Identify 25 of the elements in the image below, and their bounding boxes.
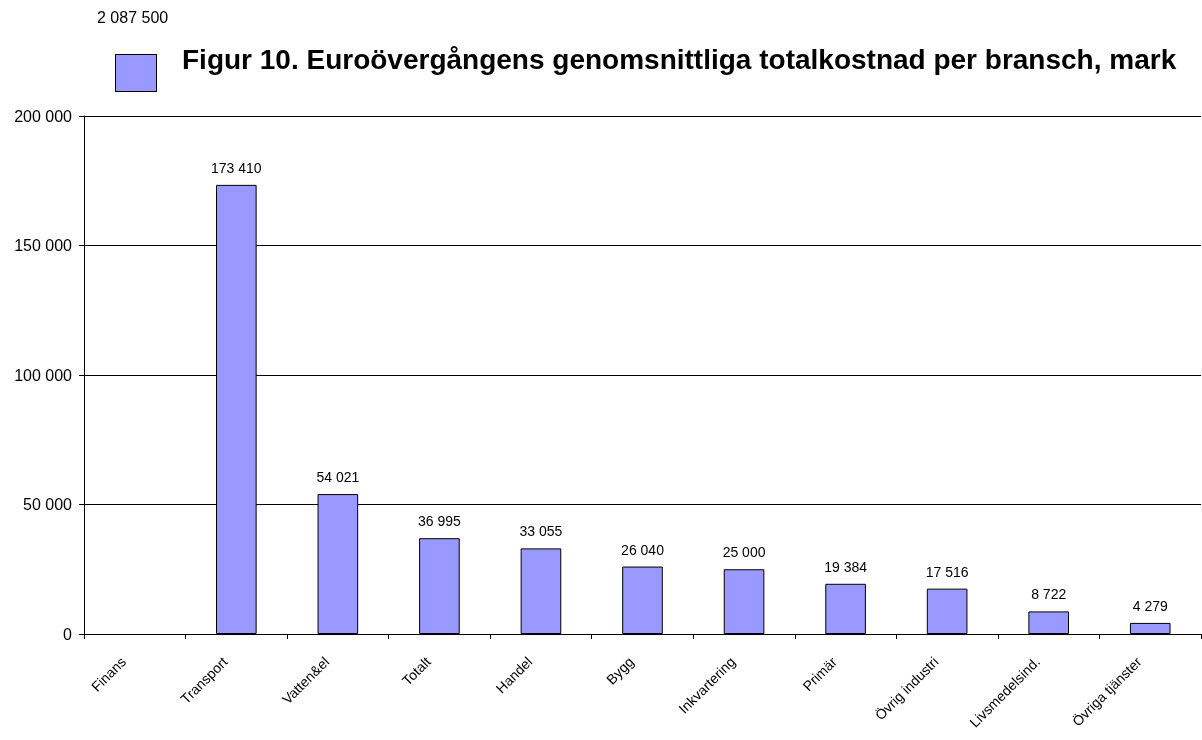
data-label: 54 021 xyxy=(316,469,360,486)
data-label: 8 722 xyxy=(1031,586,1067,603)
data-label: 4 279 xyxy=(1132,597,1168,614)
data-label: 33 055 xyxy=(519,523,563,540)
data-label: 19 384 xyxy=(824,558,868,575)
data-label: 17 516 xyxy=(925,563,969,580)
bar xyxy=(622,566,663,634)
bar xyxy=(520,548,562,634)
bar xyxy=(926,588,968,634)
y-tick-label: 200 000 xyxy=(14,107,73,125)
bar xyxy=(419,538,460,634)
bar xyxy=(825,583,866,634)
y-tick-label: 150 000 xyxy=(14,237,73,254)
bar xyxy=(1028,611,1069,634)
data-label: 173 410 xyxy=(211,159,262,176)
data-label: 25 000 xyxy=(722,544,766,561)
y-tick-label: 100 000 xyxy=(14,366,73,384)
bar xyxy=(1129,622,1171,634)
y-tick-label: 50 000 xyxy=(23,496,73,513)
data-label: 26 040 xyxy=(621,541,665,558)
text: 2 087 500 xyxy=(97,8,169,26)
y-tick-label: 0 xyxy=(63,625,73,643)
chart-title: Figur 10. Euroövergångens genomsnittliga totalkostnad per bransch, mark xyxy=(182,43,1177,75)
bar xyxy=(723,569,765,634)
data-label: 36 995 xyxy=(418,513,462,530)
